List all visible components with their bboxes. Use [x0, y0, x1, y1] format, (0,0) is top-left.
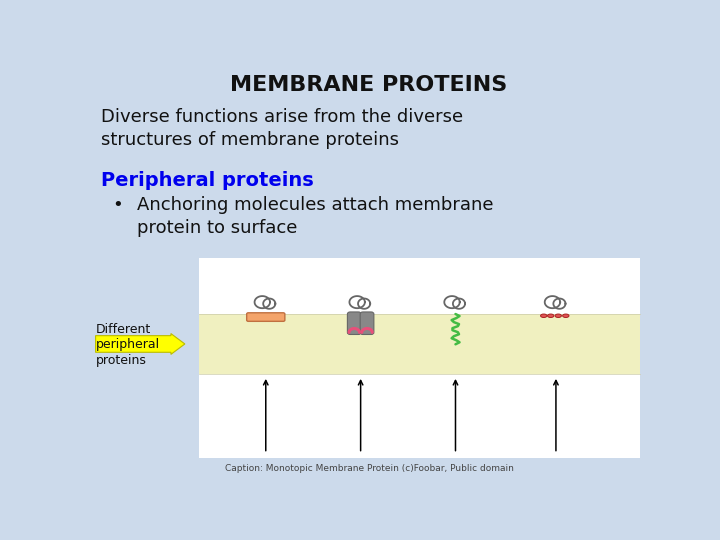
Ellipse shape [555, 314, 562, 318]
Text: Anchoring molecules attach membrane
protein to surface: Anchoring molecules attach membrane prot… [138, 196, 494, 237]
Text: MEMBRANE PROTEINS: MEMBRANE PROTEINS [230, 75, 508, 95]
Text: Diverse functions arise from the diverse
structures of membrane proteins: Diverse functions arise from the diverse… [101, 109, 463, 150]
Ellipse shape [541, 314, 547, 318]
Bar [199, 258, 639, 458]
Ellipse shape [547, 314, 554, 318]
Text: Caption: Monotopic Membrane Protein (c)Foobar, Public domain: Caption: Monotopic Membrane Protein (c)F… [225, 464, 513, 473]
FancyArrow shape [96, 334, 185, 354]
Text: Different
peripheral
proteins: Different peripheral proteins [96, 322, 160, 367]
FancyBboxPatch shape [360, 312, 374, 334]
Text: •: • [112, 196, 123, 214]
FancyBboxPatch shape [247, 313, 285, 321]
Bar [199, 314, 639, 374]
Ellipse shape [562, 314, 569, 318]
Text: Peripheral proteins: Peripheral proteins [101, 171, 314, 190]
FancyBboxPatch shape [347, 312, 361, 334]
